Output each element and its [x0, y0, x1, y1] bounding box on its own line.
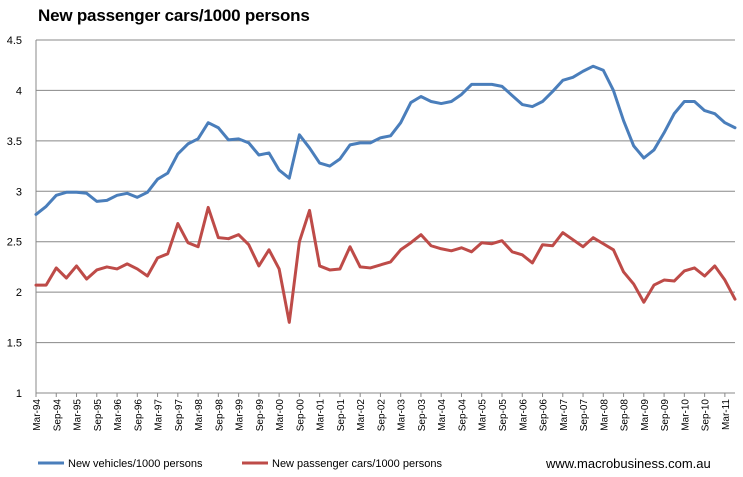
- y-tick-label: 4: [16, 85, 22, 97]
- y-tick-label: 1: [16, 388, 22, 400]
- x-tick-label: Sep-01: [336, 399, 347, 432]
- x-tick-label: Mar-01: [316, 399, 327, 431]
- x-tick-label: Sep-00: [295, 399, 306, 432]
- x-tick-label: Mar-03: [397, 399, 408, 431]
- x-tick-label: Sep-97: [174, 399, 185, 432]
- x-tick-label: Sep-04: [457, 399, 468, 432]
- axes: [35, 40, 735, 397]
- y-tick-labels: 1 1.5 2 2.5 3 3.5 4 4.5: [7, 35, 22, 400]
- x-tick-label: Mar-11: [721, 399, 732, 430]
- legend-label-new-vehicles: New vehicles/1000 persons: [68, 458, 203, 470]
- x-tick-label: Mar-08: [599, 399, 610, 431]
- x-tick-label: Sep-96: [133, 399, 144, 432]
- y-tick-label: 3: [16, 186, 22, 198]
- x-tick-label: Mar-95: [73, 399, 84, 431]
- series-lines: [34, 64, 737, 324]
- gridlines: [36, 39, 735, 344]
- x-tick-label: Mar-99: [235, 399, 246, 431]
- x-tick-label: Sep-03: [417, 399, 428, 432]
- x-tick-label: Sep-94: [52, 399, 63, 432]
- x-tick-label: Mar-97: [154, 399, 165, 431]
- x-tick-labels: Mar-94 Sep-94 Mar-95 Sep-95 Mar-96 Sep-96 Mar-…: [32, 399, 732, 432]
- x-tick-label: Mar-09: [640, 399, 651, 431]
- y-tick-label: 4.5: [7, 35, 22, 47]
- y-tick-label: 1.5: [7, 338, 22, 350]
- x-tick-label: Sep-05: [498, 399, 509, 432]
- source-url: www.macrobusiness.com.au: [545, 456, 711, 471]
- x-tick-label: Mar-98: [194, 399, 205, 431]
- legend: New vehicles/1000 persons New passenger …: [38, 458, 442, 470]
- x-tick-label: Sep-07: [579, 399, 590, 432]
- x-tick-label: Sep-10: [701, 399, 712, 432]
- x-tick-label: Mar-04: [437, 399, 448, 431]
- y-tick-label: 3.5: [7, 136, 22, 148]
- chart-title: New passenger cars/1000 persons: [38, 6, 310, 25]
- x-tick-label: Mar-06: [518, 399, 529, 431]
- x-tick-label: Mar-05: [478, 399, 489, 431]
- y-tick-label: 2.5: [7, 237, 22, 249]
- x-tick-label: Sep-99: [255, 399, 266, 432]
- y-tick-label: 2: [16, 287, 22, 299]
- x-tick-label: Mar-94: [32, 399, 43, 431]
- x-tick-label: Mar-02: [356, 399, 367, 431]
- legend-label-new-passenger-cars: New passenger cars/1000 persons: [272, 458, 442, 470]
- x-tick-label: Sep-09: [660, 399, 671, 432]
- x-tick-label: Sep-08: [620, 399, 631, 432]
- x-tick-label: Mar-10: [680, 399, 691, 431]
- x-tick-label: Sep-95: [93, 399, 104, 432]
- series-line-0: [34, 64, 737, 216]
- x-tick-label: Mar-00: [275, 399, 286, 431]
- x-tick-label: Sep-02: [376, 399, 387, 432]
- x-tick-label: Mar-07: [559, 399, 570, 431]
- x-tick-label: Sep-06: [539, 399, 550, 432]
- x-tick-label: Mar-96: [113, 399, 124, 431]
- series-line-1: [34, 205, 737, 324]
- x-tick-label: Sep-98: [214, 399, 225, 432]
